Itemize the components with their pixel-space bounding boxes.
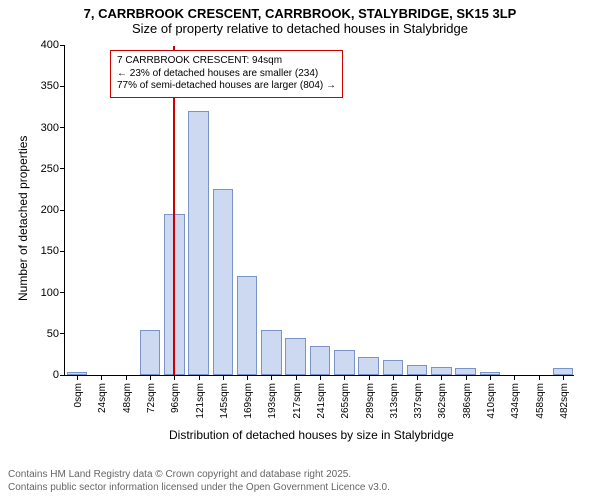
y-tick-label: 50: [47, 328, 65, 340]
histogram-bar: [407, 365, 428, 375]
x-tick-label: 0sqm: [73, 383, 84, 407]
footer-attribution: Contains HM Land Registry data © Crown c…: [8, 469, 390, 494]
x-tick-label: 410sqm: [486, 383, 497, 419]
y-tick-label: 300: [41, 122, 65, 134]
x-axis-label: Distribution of detached houses by size …: [169, 428, 454, 442]
footer-line: Contains HM Land Registry data © Crown c…: [8, 469, 390, 482]
histogram-bar: [383, 360, 404, 375]
x-tick-mark: [296, 375, 297, 380]
x-tick-mark: [441, 375, 442, 380]
x-tick-mark: [174, 375, 175, 380]
y-tick-label: 100: [41, 287, 65, 299]
y-tick-label: 250: [41, 163, 65, 175]
x-tick-mark: [101, 375, 102, 380]
histogram-bar: [213, 189, 234, 375]
x-tick-mark: [320, 375, 321, 380]
x-tick-label: 434sqm: [510, 383, 521, 419]
y-tick-label: 150: [41, 245, 65, 257]
histogram-bar: [285, 338, 306, 375]
x-tick-label: 313sqm: [389, 383, 400, 419]
x-tick-label: 458sqm: [535, 383, 546, 419]
x-tick-mark: [514, 375, 515, 380]
histogram-bar: [237, 276, 258, 375]
x-tick-label: 121sqm: [195, 383, 206, 419]
histogram-bar: [553, 368, 574, 375]
x-tick-label: 169sqm: [243, 383, 254, 419]
histogram-bar: [310, 346, 331, 375]
x-tick-label: 241sqm: [316, 383, 327, 419]
x-tick-label: 48sqm: [122, 383, 133, 413]
x-tick-label: 482sqm: [559, 383, 570, 419]
histogram-bar: [140, 330, 161, 375]
x-tick-label: 96sqm: [170, 383, 181, 413]
x-tick-mark: [369, 375, 370, 380]
histogram-bar: [455, 368, 476, 375]
x-tick-mark: [490, 375, 491, 380]
x-tick-mark: [344, 375, 345, 380]
chart-title-address: 7, CARRBROOK CRESCENT, CARRBROOK, STALYB…: [0, 0, 600, 21]
x-tick-label: 217sqm: [292, 383, 303, 419]
chart-subtitle: Size of property relative to detached ho…: [0, 21, 600, 40]
x-tick-label: 265sqm: [340, 383, 351, 419]
histogram-bar: [188, 111, 209, 375]
x-tick-label: 24sqm: [97, 383, 108, 413]
x-tick-mark: [247, 375, 248, 380]
x-tick-mark: [77, 375, 78, 380]
x-tick-mark: [466, 375, 467, 380]
x-tick-mark: [199, 375, 200, 380]
footer-line: Contains public sector information licen…: [8, 482, 390, 495]
histogram-bar: [334, 350, 355, 375]
x-tick-mark: [126, 375, 127, 380]
x-tick-mark: [539, 375, 540, 380]
histogram-bar: [358, 357, 379, 375]
x-tick-label: 386sqm: [462, 383, 473, 419]
y-tick-label: 200: [41, 204, 65, 216]
histogram-bar: [431, 367, 452, 375]
x-tick-label: 362sqm: [437, 383, 448, 419]
x-tick-mark: [271, 375, 272, 380]
x-tick-label: 289sqm: [365, 383, 376, 419]
x-tick-label: 72sqm: [146, 383, 157, 413]
annotation-box: 7 CARRBROOK CRESCENT: 94sqm ← 23% of det…: [110, 50, 343, 98]
y-axis-label: Number of detached properties: [16, 136, 30, 301]
x-tick-label: 145sqm: [219, 383, 230, 419]
annotation-line: 77% of semi-detached houses are larger (…: [117, 80, 336, 93]
annotation-line: ← 23% of detached houses are smaller (23…: [117, 68, 336, 81]
y-tick-label: 400: [41, 39, 65, 51]
x-tick-label: 337sqm: [413, 383, 424, 419]
x-tick-label: 193sqm: [267, 383, 278, 419]
y-tick-label: 0: [53, 369, 65, 381]
x-tick-mark: [563, 375, 564, 380]
x-tick-mark: [393, 375, 394, 380]
y-tick-label: 350: [41, 80, 65, 92]
annotation-line: 7 CARRBROOK CRESCENT: 94sqm: [117, 55, 336, 68]
x-tick-mark: [417, 375, 418, 380]
x-tick-mark: [223, 375, 224, 380]
x-tick-mark: [150, 375, 151, 380]
histogram-bar: [261, 330, 282, 375]
